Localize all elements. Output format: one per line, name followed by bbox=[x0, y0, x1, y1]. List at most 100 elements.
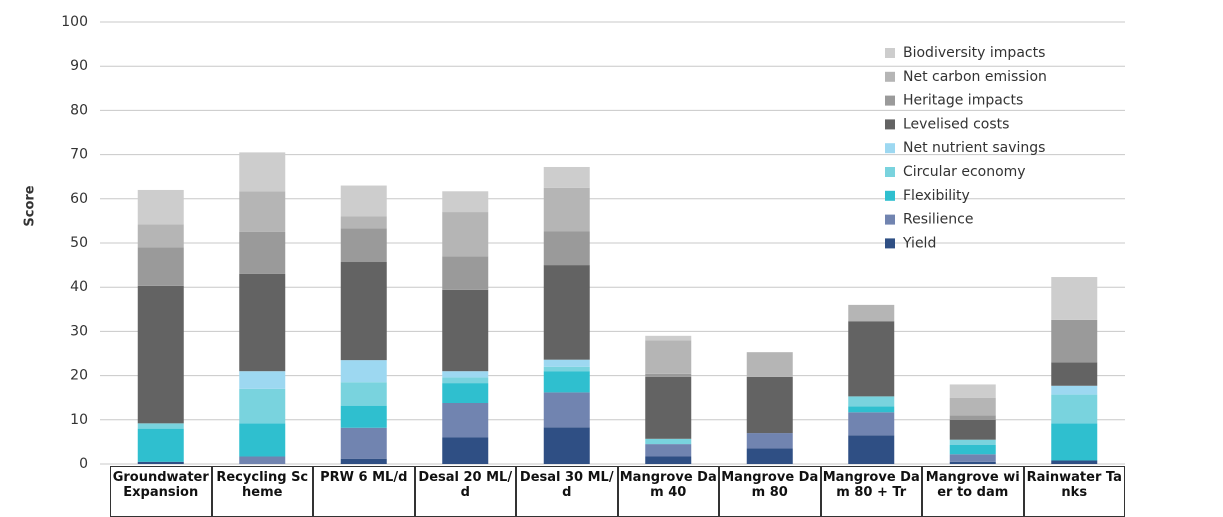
bar-segment bbox=[442, 256, 489, 290]
bar-segment bbox=[239, 273, 286, 372]
legend-swatch bbox=[885, 71, 895, 82]
bar-segment bbox=[645, 340, 692, 374]
x-tick-label: PRW 6 ML/d bbox=[313, 466, 415, 517]
legend-swatch bbox=[885, 238, 895, 249]
bar-segment bbox=[137, 428, 184, 462]
bar-segment bbox=[340, 382, 387, 406]
bar-segment bbox=[949, 419, 996, 440]
bar-segment bbox=[848, 304, 895, 322]
bar-segment bbox=[543, 231, 590, 266]
bar-segment bbox=[340, 405, 387, 428]
legend-label: Biodiversity impacts bbox=[903, 45, 1045, 61]
bar-segment bbox=[949, 461, 996, 464]
legend-label: Heritage impacts bbox=[903, 93, 1023, 109]
bar-segment bbox=[1051, 460, 1098, 464]
y-tick-label: 20 bbox=[70, 368, 88, 384]
y-tick-label: 10 bbox=[70, 412, 88, 428]
bar-segment bbox=[1051, 277, 1098, 320]
y-tick-label: 0 bbox=[79, 456, 88, 472]
bar-segment bbox=[949, 454, 996, 462]
bar-segment bbox=[239, 456, 286, 464]
bar-segment bbox=[340, 185, 387, 217]
bar-segment bbox=[848, 435, 895, 464]
bar-segment bbox=[239, 371, 286, 389]
x-tick-label: Groundwater Expansion bbox=[110, 466, 212, 517]
bar-segment bbox=[848, 412, 895, 436]
bar-segment bbox=[1051, 423, 1098, 461]
bar-segment bbox=[340, 216, 387, 229]
bar-segment bbox=[1051, 394, 1098, 424]
bar-segment bbox=[1051, 319, 1098, 363]
legend-swatch bbox=[885, 95, 895, 106]
x-tick-label: Desal 30 ML/d bbox=[516, 466, 618, 517]
x-tick-label: Desal 20 ML/d bbox=[414, 466, 516, 517]
y-tick-label: 50 bbox=[70, 235, 88, 251]
y-tick-label: 90 bbox=[70, 58, 88, 74]
bar-segment bbox=[645, 373, 692, 377]
x-tick-label: Mangrove Dam 40 bbox=[617, 466, 719, 517]
bar-segment bbox=[949, 444, 996, 455]
bar-segment bbox=[137, 461, 184, 464]
x-tick-label: Mangrove Dam 80 + Tr bbox=[820, 466, 922, 517]
legend-label: Net nutrient savings bbox=[903, 140, 1045, 156]
x-tick-label: Mangrove wier to dam bbox=[922, 466, 1024, 517]
bar-segment bbox=[746, 376, 793, 434]
y-tick-label: 40 bbox=[70, 279, 88, 295]
legend-label: Net carbon emission bbox=[903, 69, 1047, 85]
bar-segment bbox=[340, 262, 387, 361]
legend-label: Resilience bbox=[903, 212, 973, 228]
bar-segment bbox=[645, 376, 692, 439]
bar-segment bbox=[746, 448, 793, 464]
bar-segment bbox=[442, 289, 489, 372]
bar-segment bbox=[442, 212, 489, 257]
legend-swatch bbox=[885, 190, 895, 201]
bar-segment bbox=[442, 371, 489, 378]
bar-segment bbox=[543, 427, 590, 464]
bar-segment bbox=[848, 406, 895, 413]
y-tick-label: 70 bbox=[70, 147, 88, 163]
bar-segment bbox=[645, 456, 692, 464]
bar-segment bbox=[340, 427, 387, 459]
bar-segment bbox=[543, 371, 590, 393]
bar-segment bbox=[848, 321, 895, 397]
bar-segment bbox=[746, 352, 793, 377]
bar-segment bbox=[442, 403, 489, 438]
bar-segment bbox=[543, 265, 590, 360]
bar-segment bbox=[949, 397, 996, 416]
bar-segment bbox=[543, 359, 590, 367]
legend-swatch bbox=[885, 167, 895, 177]
bar-segment bbox=[848, 396, 895, 407]
bar-segment bbox=[543, 392, 590, 428]
bar-segment bbox=[442, 437, 489, 464]
bar-segment bbox=[645, 335, 692, 341]
bar-segment bbox=[949, 415, 996, 420]
bar-segment bbox=[137, 285, 184, 424]
bar-segment bbox=[543, 366, 590, 372]
bar-segment bbox=[340, 228, 387, 263]
bar-segment bbox=[442, 383, 489, 404]
bar-segment bbox=[645, 438, 692, 445]
bar-segment bbox=[239, 388, 286, 424]
bar-segment bbox=[442, 191, 489, 213]
x-tick-label: Recycling Scheme bbox=[211, 466, 313, 517]
bar-segment bbox=[137, 423, 184, 429]
legend-label: Levelised costs bbox=[903, 116, 1009, 132]
bar-segment bbox=[1051, 362, 1098, 386]
bar-segment bbox=[239, 231, 286, 274]
legend-label: Circular economy bbox=[903, 164, 1026, 180]
legend-swatch bbox=[885, 119, 895, 130]
legend-swatch bbox=[885, 214, 895, 225]
bar-segment bbox=[137, 247, 184, 286]
bar-segment bbox=[239, 152, 286, 192]
bar-segment bbox=[543, 187, 590, 232]
bar-segment bbox=[442, 377, 489, 384]
bar-segment bbox=[137, 224, 184, 248]
legend-label: Yield bbox=[902, 235, 936, 251]
y-axis-label: Score bbox=[23, 185, 38, 226]
bar-segment bbox=[746, 433, 793, 449]
y-tick-label: 60 bbox=[70, 191, 88, 207]
y-tick-label: 80 bbox=[70, 102, 88, 118]
legend-swatch bbox=[885, 143, 895, 154]
